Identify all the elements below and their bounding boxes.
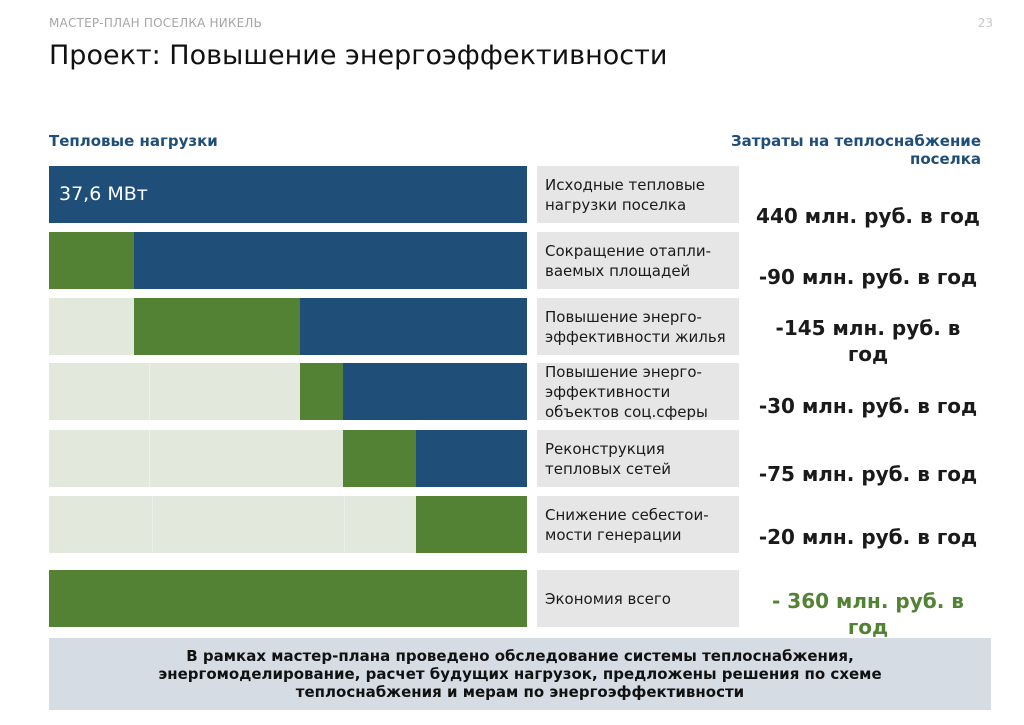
bar-seg-remaining [49,166,527,223]
row-cost: -90 млн. руб. в год [758,264,978,289]
bar-seg-remaining [416,430,527,487]
load-bar-social [49,363,527,420]
bar-value-text: 37,6 МВт [59,183,148,205]
bar-seg-previous [49,298,134,355]
right-heading: Затраты на теплоснабжение поселка [730,132,981,168]
row-label: Экономия всего [537,570,739,627]
row-label: Повышение энерго-эффективности объектов … [537,363,739,421]
load-bar-networks [49,430,527,487]
bar-seg-reduction [49,570,527,627]
load-bar-initial: 37,6 МВт [49,166,527,223]
row-label: Реконструкция тепловых сетей [537,430,739,487]
bar-seg-previous [344,496,417,553]
bar-seg-previous [49,496,152,553]
bar-seg-reduction [134,298,300,355]
row-label: Повышение энерго-эффективности жилья [537,298,739,355]
load-bar-housing [49,298,527,355]
bar-seg-remaining [300,298,527,355]
bar-seg-previous [49,363,149,420]
load-bar-total-savings [49,570,527,627]
row-label: Сокращение отапли-ваемых площадей [537,232,739,289]
bar-seg-reduction [343,430,416,487]
row-cost: -20 млн. руб. в год [758,524,978,549]
header-label: МАСТЕР-ПЛАН ПОСЕЛКА НИКЕЛЬ [49,16,263,30]
bar-seg-reduction [300,363,343,420]
bar-seg-previous [149,430,344,487]
row-cost: -30 млн. руб. в год [758,393,978,418]
bar-seg-reduction [416,496,527,553]
footer-note: В рамках мастер-плана проведено обследов… [49,638,991,710]
row-label: Исходные тепловые нагрузки поселка [537,166,739,223]
page-title: Проект: Повышение энергоэффективности [49,40,668,71]
load-bar-area-reduction [49,232,527,289]
bar-seg-remaining [134,232,527,289]
row-cost-total: - 360 млн. руб. в год [772,588,964,639]
bar-seg-previous [152,496,345,553]
bar-seg-previous [149,363,301,420]
bar-seg-remaining [343,363,527,420]
row-label: Снижение себестои-мости генерации [537,496,739,553]
row-cost: -145 млн. руб. в год [775,315,961,366]
bar-seg-reduction [49,232,134,289]
row-cost: -75 млн. руб. в год [758,461,978,486]
load-bar-generation [49,496,527,553]
row-cost: 440 млн. руб. в год [756,203,980,228]
bar-seg-previous [49,430,149,487]
left-heading: Тепловые нагрузки [49,132,218,150]
page-number: 23 [977,16,993,30]
